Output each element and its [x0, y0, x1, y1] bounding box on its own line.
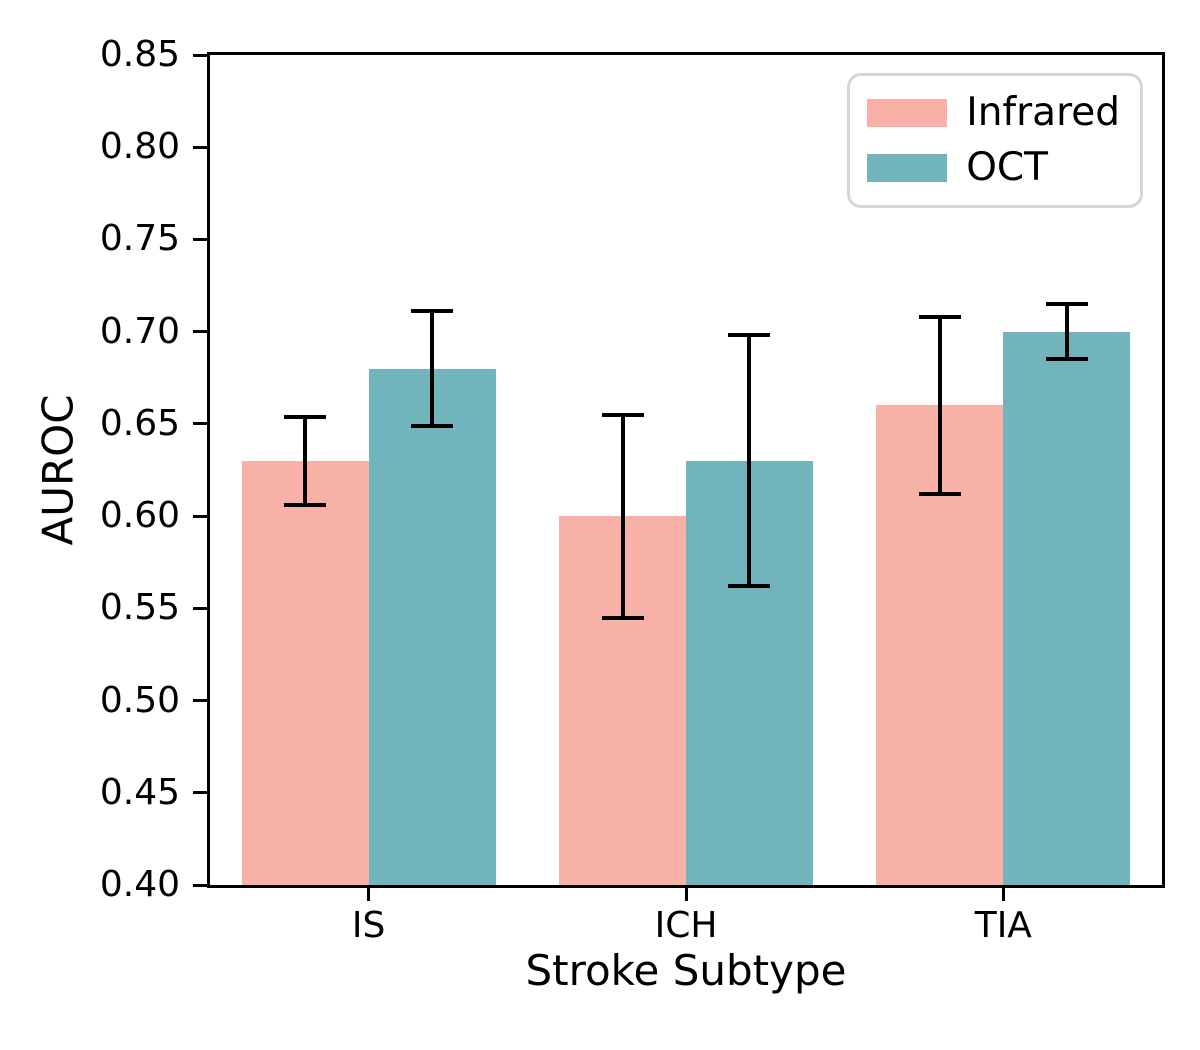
x-tick-mark	[367, 888, 371, 901]
y-tick-mark	[193, 699, 207, 703]
legend-label-infrared: Infrared	[966, 90, 1120, 135]
y-tick-mark	[193, 330, 207, 334]
legend-swatch-infrared	[867, 99, 948, 127]
y-tick-label: 0.80	[99, 126, 180, 168]
y-tick-label: 0.75	[99, 218, 180, 260]
y-tick-mark	[193, 237, 207, 241]
bar-oct-is	[368, 368, 496, 885]
error-bar-infrared-tia-cap-bottom	[918, 491, 961, 496]
x-tick-mark	[1001, 888, 1005, 901]
y-axis-label: AUROC	[33, 394, 83, 546]
error-bar-oct-ich-line	[747, 335, 752, 587]
legend-item-infrared: Infrared	[867, 91, 1120, 135]
y-tick-mark	[193, 422, 207, 426]
error-bar-infrared-tia-cap-top	[918, 314, 961, 319]
legend-label-oct: OCT	[966, 145, 1048, 190]
x-axis-label: Stroke Subtype	[525, 946, 847, 995]
y-tick-mark	[193, 606, 207, 610]
error-bar-infrared-ich-line	[620, 414, 625, 618]
error-bar-infrared-is-line	[303, 416, 308, 506]
error-bar-infrared-is-cap-bottom	[284, 503, 327, 508]
y-tick-label: 0.85	[99, 34, 180, 75]
y-tick-mark	[193, 53, 207, 57]
error-bar-oct-is-cap-bottom	[411, 423, 454, 428]
y-tick-label: 0.50	[99, 679, 180, 721]
y-tick-mark	[193, 514, 207, 518]
legend-item-oct: OCT	[867, 146, 1120, 190]
bar-oct-tia	[1003, 331, 1131, 885]
error-bar-infrared-ich-cap-top	[601, 412, 644, 417]
error-bar-oct-is-line	[430, 311, 435, 426]
x-tick-label: TIA	[974, 905, 1032, 946]
bar-infrared-is	[241, 460, 369, 885]
legend: Infrared OCT	[847, 73, 1143, 208]
error-bar-infrared-ich-cap-bottom	[601, 615, 644, 620]
error-bar-oct-ich-cap-top	[728, 333, 771, 338]
error-bar-infrared-is-cap-top	[284, 414, 327, 419]
error-bar-oct-tia-cap-top	[1045, 302, 1088, 306]
error-bar-oct-is-cap-top	[411, 309, 454, 314]
legend-swatch-oct	[867, 154, 948, 182]
x-tick-label: ICH	[654, 905, 718, 946]
error-bar-oct-tia-line	[1064, 304, 1069, 360]
y-tick-label: 0.70	[99, 310, 180, 352]
y-tick-label: 0.60	[99, 495, 180, 537]
y-tick-mark	[193, 145, 207, 149]
y-tick-label: 0.55	[99, 587, 180, 629]
y-tick-mark	[193, 791, 207, 795]
x-tick-label: IS	[351, 905, 386, 946]
error-bar-oct-ich-cap-bottom	[728, 584, 771, 589]
y-tick-mark	[193, 883, 207, 887]
plot-area: Infrared OCT 0.40 0.45 0.50 0.55 0.60 0.65 0.7…	[100, 36, 1165, 945]
error-bar-oct-tia-cap-bottom	[1045, 357, 1088, 362]
x-tick-mark	[684, 888, 688, 901]
y-tick-label: 0.45	[99, 771, 180, 813]
y-tick-label: 0.65	[99, 402, 180, 444]
y-tick-label: 0.40	[99, 864, 180, 905]
error-bar-infrared-tia-line	[937, 316, 942, 494]
